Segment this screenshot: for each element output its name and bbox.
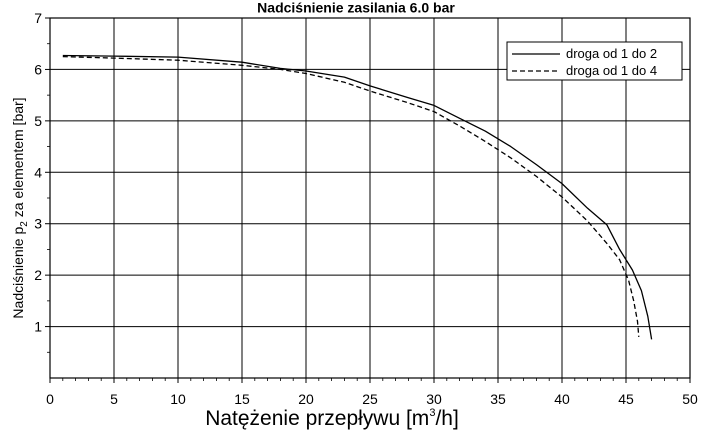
x-axis-label: Natężenie przepływu [m3/h] <box>205 407 459 430</box>
x-axis-label-prefix: Natężenie przepływu [m <box>205 407 429 430</box>
x-tick-label: 50 <box>682 391 698 407</box>
axis-ticks <box>45 17 691 383</box>
x-tick-label: 45 <box>618 391 634 407</box>
chart-title: Nadciśnienie zasilania 6.0 bar <box>257 0 455 15</box>
series-line-2 <box>62 55 640 337</box>
legend-label-1: droga od 1 do 2 <box>566 46 657 61</box>
x-tick-label: 0 <box>46 391 54 407</box>
y-axis-label: Nadciśnienie p2 za elementem [bar] <box>10 97 30 318</box>
y-tick-label: 7 <box>34 10 42 26</box>
x-tick-label: 15 <box>234 391 250 407</box>
legend: droga od 1 do 2 droga od 1 do 4 <box>506 41 683 81</box>
x-tick-label: 25 <box>362 391 378 407</box>
y-tick-label: 1 <box>34 319 42 335</box>
x-tick-label: 5 <box>110 391 118 407</box>
y-axis-label-sub: 2 <box>19 221 30 227</box>
x-tick-label: 35 <box>490 391 506 407</box>
x-tick-label: 10 <box>170 391 186 407</box>
y-tick-label: 2 <box>34 267 42 283</box>
y-tick-label: 5 <box>34 113 42 129</box>
x-tick-label: 20 <box>298 391 314 407</box>
y-tick-label: 6 <box>34 61 42 77</box>
legend-box <box>506 41 683 81</box>
x-tick-label: 40 <box>554 391 570 407</box>
grid <box>50 18 690 378</box>
y-tick-label: 3 <box>34 216 42 232</box>
x-axis-label-suffix: /h] <box>435 407 458 430</box>
y-tick-label: 4 <box>34 164 42 180</box>
series-line-1 <box>62 54 653 340</box>
x-axis-label-sup: 3 <box>429 407 435 419</box>
x-tick-label: 30 <box>426 391 442 407</box>
series-lines <box>62 54 653 340</box>
y-axis-label-prefix: Nadciśnienie p <box>10 227 26 319</box>
y-axis-label-suffix: za elementem [bar] <box>10 97 26 221</box>
legend-label-2: droga od 1 do 4 <box>566 63 657 78</box>
